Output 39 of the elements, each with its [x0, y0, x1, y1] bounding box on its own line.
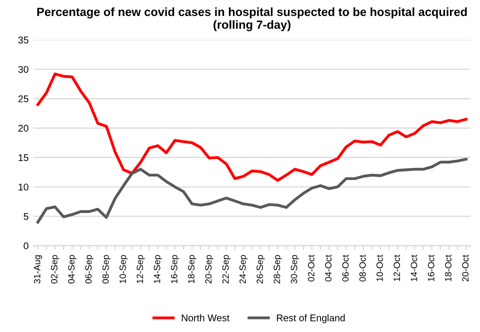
- x-tick-label: 04-Oct: [325, 254, 332, 282]
- x-tick-label: 20-Sep: [205, 255, 214, 284]
- x-tick-label: 30-Sep: [290, 255, 300, 284]
- y-tick-label: 35: [18, 36, 28, 44]
- y-tick-label: 30: [18, 66, 28, 73]
- x-tick-label: 18-Sep: [188, 255, 196, 284]
- chart-title: Percentage of new covid cases in hospital suspected to be hospital acquired (rolling 7-day): [37, 7, 467, 32]
- x-tick-label: 12-Sep: [136, 255, 145, 284]
- x-tick-label: 28-Sep: [274, 255, 282, 284]
- x-tick-label: 10-Oct: [376, 254, 383, 282]
- x-tick-label: 02-Oct: [308, 254, 314, 282]
- y-tick-label: 10: [18, 184, 28, 190]
- x-tick-label: 16-Oct: [428, 254, 434, 282]
- x-tick-label: 24-Sep: [239, 255, 248, 284]
- x-tick-label: 08-Oct: [359, 254, 366, 282]
- x-tick-label: 10-Sep: [120, 255, 128, 284]
- x-tick-label: 06-Sep: [85, 255, 94, 284]
- y-tick-label: 0: [24, 242, 28, 250]
- y-tick-label: 25: [18, 95, 28, 102]
- x-tick-label: 20-Oct: [462, 254, 469, 282]
- x-tick-label: 12-Oct: [394, 254, 400, 282]
- x-tick-label: 14-Sep: [154, 255, 162, 284]
- line-series: [36, 158, 468, 224]
- x-tick-label: 18-Oct: [445, 254, 452, 282]
- y-tick-label: 5: [24, 213, 28, 220]
- y-tick-label: 20: [18, 124, 28, 132]
- x-tick-label: 04-Sep: [68, 255, 76, 284]
- x-tick-label: 06-Oct: [342, 254, 349, 282]
- x-tick-label: 02-Sep: [51, 255, 60, 284]
- y-tick-label: 15: [18, 154, 28, 162]
- x-tick-label: 22-Sep: [222, 255, 231, 284]
- x-tick-label: 14-Oct: [410, 254, 418, 282]
- x-tick-label: 26-Sep: [256, 255, 265, 284]
- legend-label: North West: [182, 314, 230, 322]
- x-tick-label: 31-Aug: [34, 255, 42, 284]
- line-series: [36, 72, 468, 182]
- x-tick-label: 08-Sep: [102, 255, 111, 284]
- x-tick-label: 16-Sep: [170, 255, 180, 284]
- legend-label: Rest of England: [276, 314, 345, 324]
